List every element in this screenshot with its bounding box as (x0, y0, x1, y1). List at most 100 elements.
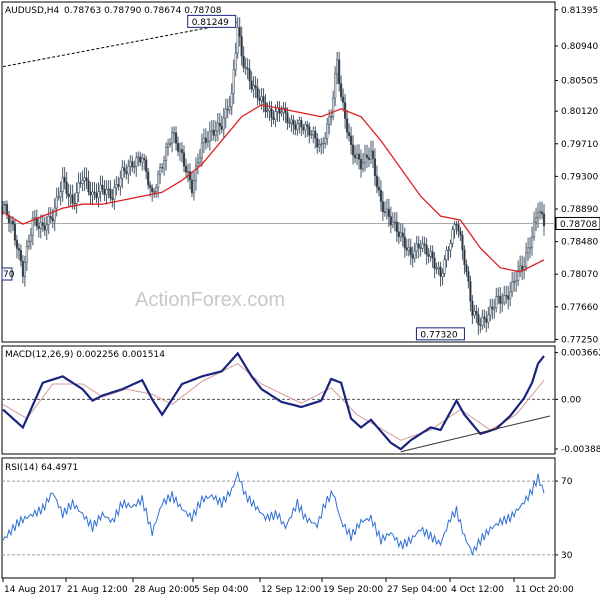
candle-body (101, 184, 104, 190)
candle-body (184, 165, 188, 173)
candle-body (292, 119, 295, 126)
candle-body (515, 279, 518, 283)
candle-body (11, 220, 15, 225)
candle-body (363, 154, 367, 164)
candle-body (174, 132, 178, 144)
candle-body (49, 215, 52, 219)
candle-body (310, 134, 313, 136)
candle-body (63, 176, 66, 183)
candle-body (256, 87, 259, 99)
candle-body (218, 122, 221, 127)
time-tick-label: 27 Sep 04:00 (387, 585, 447, 595)
candle-body (254, 85, 257, 88)
candle-body (159, 167, 162, 175)
candle-body (99, 184, 102, 193)
candle-body (316, 138, 319, 148)
candle-body (401, 232, 404, 238)
price-tick-label: 0.77660 (561, 303, 598, 313)
candle-body (403, 236, 406, 249)
candle-body (387, 208, 390, 217)
candle-body (493, 307, 496, 310)
rsi-panel-frame (1, 457, 556, 579)
left-cut-label: 70 (3, 270, 15, 280)
candle-body (383, 211, 386, 213)
candle-body (117, 184, 120, 187)
candle-body (318, 144, 321, 148)
candle-body (29, 234, 32, 242)
candle-body (284, 107, 287, 114)
price-panel-frame (1, 1, 556, 343)
candle-body (393, 221, 396, 224)
candle-body (161, 167, 164, 169)
candle-body (322, 142, 325, 145)
candle-body (37, 225, 40, 229)
candle-body (178, 149, 182, 152)
candle-body (274, 111, 277, 121)
candle-body (302, 126, 305, 131)
candle-body (367, 157, 371, 160)
price-tick-label: 0.80505 (561, 77, 598, 87)
candle-body (443, 259, 446, 274)
candle-body (485, 318, 488, 323)
candle-body (286, 112, 289, 124)
candle-body (111, 197, 114, 200)
candle-body (1, 203, 5, 206)
candle-body (457, 224, 460, 232)
candle-body (266, 110, 269, 113)
candle-body (431, 251, 434, 259)
candle-body (445, 249, 448, 260)
candle-body (105, 189, 108, 195)
candle-body (397, 231, 400, 238)
candle-body (326, 123, 329, 139)
candle-body (109, 188, 112, 199)
candle-body (91, 191, 94, 196)
candle-body (57, 196, 60, 198)
candle-body (365, 154, 369, 158)
time-tick-label: 28 Aug 20:00 (134, 585, 195, 595)
candle-body (465, 264, 468, 272)
candle-body (519, 265, 522, 271)
candle-body (166, 143, 170, 148)
price-tick-label: 0.78070 (561, 270, 598, 280)
candle-body (538, 211, 542, 214)
time-axis: 14 Aug 2017 21 Aug 12:00 28 Aug 20:00 5 Sep… (2, 578, 574, 595)
time-tick-label: 11 Oct 20:00 (515, 585, 574, 595)
candle-body (41, 222, 44, 226)
macd-line (2, 351, 545, 451)
ohlc-values: 0.78763 0.78790 0.78674 0.78708 (64, 6, 222, 16)
candle-body (216, 122, 219, 132)
candle-body (298, 119, 301, 124)
candle-body (411, 254, 414, 259)
candle-body (151, 187, 154, 192)
candle-body (25, 246, 28, 263)
candle-body (31, 218, 34, 236)
candle-body (290, 119, 293, 123)
candle-body (483, 316, 486, 320)
candle-body (69, 194, 72, 198)
candle-body (13, 223, 17, 241)
candle-body (242, 55, 245, 68)
candle-body (373, 158, 377, 177)
candle-body (435, 268, 438, 270)
candle-body (447, 249, 450, 252)
rsi-tick-label: 30 (561, 551, 573, 561)
candle-body (252, 85, 255, 90)
candle-body (469, 281, 472, 302)
candle-body (23, 261, 26, 277)
candle-body (385, 208, 388, 213)
candle-body (455, 224, 458, 226)
candle-body (55, 197, 58, 209)
candle-body (176, 143, 180, 152)
candle-body (481, 316, 484, 326)
candle-body (429, 251, 432, 257)
candle-body (97, 191, 100, 199)
candle-body (381, 201, 384, 212)
candle-body (53, 207, 56, 222)
candle-body (141, 157, 144, 163)
candle-body (389, 216, 392, 226)
candle-body (336, 59, 339, 75)
price-tick-label: 0.79300 (561, 172, 598, 182)
candle-body (260, 96, 263, 101)
macd-tick-label: 0.003662 (561, 349, 600, 359)
macd-title: MACD(12,26,9) 0.002256 0.001514 (5, 350, 165, 360)
